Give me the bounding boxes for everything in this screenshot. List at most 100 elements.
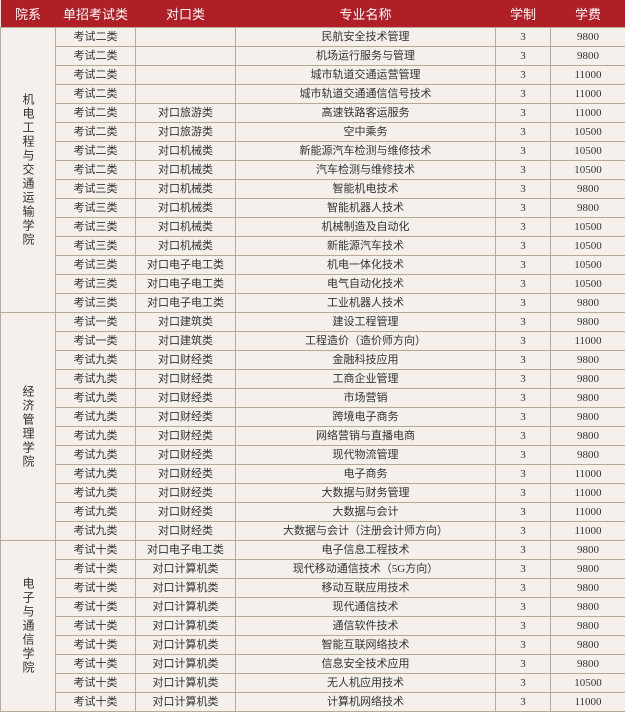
cell: 对口财经类: [136, 465, 236, 484]
cell: 对口机械类: [136, 180, 236, 199]
header-major: 专业名称: [236, 0, 496, 28]
table-row: 考试三类对口电子电工类电气自动化技术310500: [1, 275, 625, 294]
header-fee: 学费: [551, 0, 625, 28]
cell: 10500: [551, 275, 625, 294]
cell: 金融科技应用: [236, 351, 496, 370]
cell: 计算机网络技术: [236, 693, 496, 712]
cell: 3: [496, 389, 551, 408]
cell: 考试九类: [56, 351, 136, 370]
cell: 对口计算机类: [136, 674, 236, 693]
cell: 对口财经类: [136, 484, 236, 503]
header-examtype: 单招考试类: [56, 0, 136, 28]
cell: 对口电子电工类: [136, 256, 236, 275]
cell: 9800: [551, 370, 625, 389]
cell: 市场营销: [236, 389, 496, 408]
cell: 9800: [551, 389, 625, 408]
cell: 现代通信技术: [236, 598, 496, 617]
header-category: 对口类: [136, 0, 236, 28]
table-row: 考试九类对口财经类现代物流管理39800: [1, 446, 625, 465]
cell: 移动互联应用技术: [236, 579, 496, 598]
cell: 9800: [551, 47, 625, 66]
cell: 9800: [551, 199, 625, 218]
cell: 3: [496, 123, 551, 142]
table-row: 考试十类对口计算机类无人机应用技术310500: [1, 674, 625, 693]
cell: 3: [496, 275, 551, 294]
cell: 9800: [551, 446, 625, 465]
cell: 对口建筑类: [136, 313, 236, 332]
cell: 考试二类: [56, 28, 136, 47]
cell: 考试三类: [56, 199, 136, 218]
cell: 3: [496, 465, 551, 484]
table-row: 考试三类对口机械类智能机器人技术39800: [1, 199, 625, 218]
cell: 考试十类: [56, 636, 136, 655]
table-row: 经济管理学院考试一类对口建筑类建设工程管理39800: [1, 313, 625, 332]
cell: 10500: [551, 674, 625, 693]
cell: 汽车检测与维修技术: [236, 161, 496, 180]
cell: 10500: [551, 161, 625, 180]
cell: 10500: [551, 142, 625, 161]
table-body: 机电工程与交通运输学院考试二类民航安全技术管理39800考试二类机场运行服务与管…: [1, 28, 625, 712]
cell: 10500: [551, 237, 625, 256]
table-row: 考试三类对口机械类智能机电技术39800: [1, 180, 625, 199]
cell: 3: [496, 408, 551, 427]
header-dept: 院系: [1, 0, 56, 28]
cell: 对口财经类: [136, 408, 236, 427]
cell: 3: [496, 104, 551, 123]
cell: 对口计算机类: [136, 598, 236, 617]
table-row: 考试十类对口计算机类现代通信技术39800: [1, 598, 625, 617]
table-row: 考试三类对口机械类新能源汽车技术310500: [1, 237, 625, 256]
cell: 新能源汽车检测与维修技术: [236, 142, 496, 161]
cell: 3: [496, 370, 551, 389]
cell: 11000: [551, 465, 625, 484]
cell: 机械制造及自动化: [236, 218, 496, 237]
cell: 信息安全技术应用: [236, 655, 496, 674]
cell: 无人机应用技术: [236, 674, 496, 693]
table-row: 考试三类对口电子电工类工业机器人技术39800: [1, 294, 625, 313]
cell: 3: [496, 674, 551, 693]
cell: 3: [496, 199, 551, 218]
dept-cell: 电子与通信学院: [1, 541, 56, 712]
cell: 3: [496, 237, 551, 256]
cell: 考试九类: [56, 427, 136, 446]
cell: 3: [496, 218, 551, 237]
cell: 考试十类: [56, 560, 136, 579]
cell: 机电一体化技术: [236, 256, 496, 275]
cell: 11000: [551, 484, 625, 503]
cell: 对口计算机类: [136, 636, 236, 655]
table-row: 考试二类机场运行服务与管理39800: [1, 47, 625, 66]
cell: 9800: [551, 617, 625, 636]
cell: 对口电子电工类: [136, 541, 236, 560]
cell: 3: [496, 617, 551, 636]
cell: 3: [496, 560, 551, 579]
cell: 3: [496, 522, 551, 541]
table-row: 考试十类对口计算机类通信软件技术39800: [1, 617, 625, 636]
cell: 11000: [551, 104, 625, 123]
cell: 高速铁路客运服务: [236, 104, 496, 123]
cell: 现代移动通信技术（5G方向）: [236, 560, 496, 579]
cell: 考试一类: [56, 332, 136, 351]
table-row: 机电工程与交通运输学院考试二类民航安全技术管理39800: [1, 28, 625, 47]
cell: 9800: [551, 408, 625, 427]
cell: 工程造价（造价师方向）: [236, 332, 496, 351]
cell: 电子商务: [236, 465, 496, 484]
table-row: 考试十类对口计算机类信息安全技术应用39800: [1, 655, 625, 674]
cell: 民航安全技术管理: [236, 28, 496, 47]
cell: 考试三类: [56, 237, 136, 256]
cell: 网络营销与直播电商: [236, 427, 496, 446]
cell: 智能机电技术: [236, 180, 496, 199]
cell: 3: [496, 693, 551, 712]
admissions-table: 院系 单招考试类 对口类 专业名称 学制 学费 机电工程与交通运输学院考试二类民…: [0, 0, 625, 712]
cell: 大数据与会计: [236, 503, 496, 522]
cell: 考试二类: [56, 47, 136, 66]
cell: 考试十类: [56, 598, 136, 617]
cell: 新能源汽车技术: [236, 237, 496, 256]
cell: 考试十类: [56, 579, 136, 598]
table-row: 考试二类对口旅游类空中乘务310500: [1, 123, 625, 142]
cell: 对口计算机类: [136, 693, 236, 712]
cell: 10500: [551, 123, 625, 142]
cell: 3: [496, 655, 551, 674]
table-row: 考试九类对口财经类大数据与财务管理311000: [1, 484, 625, 503]
cell: 现代物流管理: [236, 446, 496, 465]
cell: 9800: [551, 180, 625, 199]
table-row: 考试九类对口财经类市场营销39800: [1, 389, 625, 408]
